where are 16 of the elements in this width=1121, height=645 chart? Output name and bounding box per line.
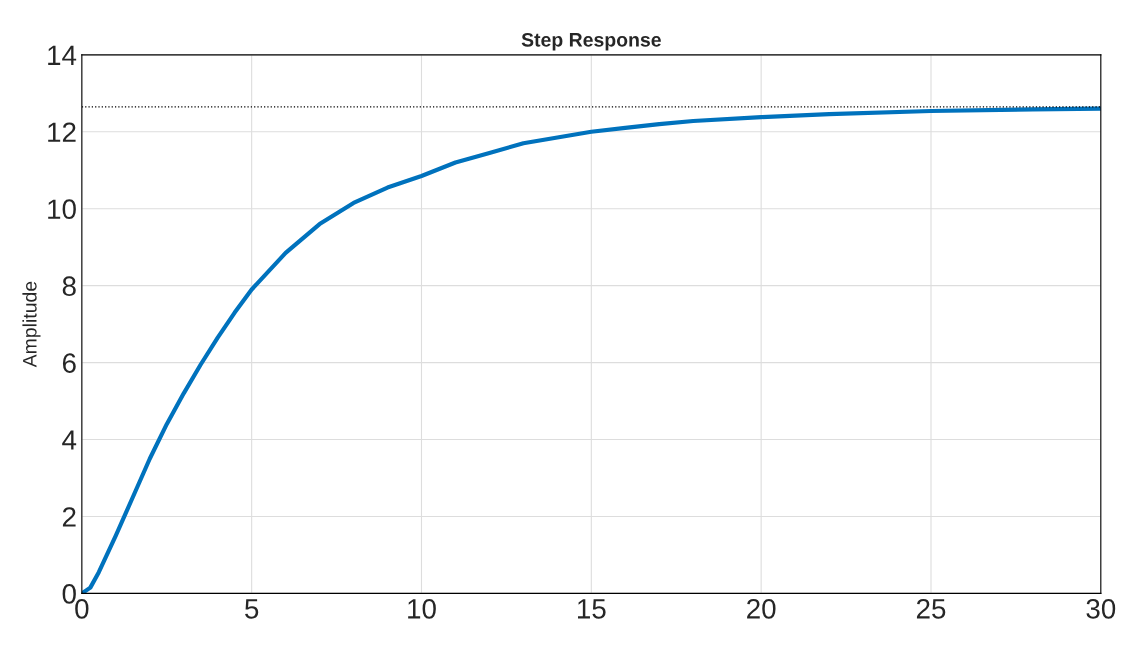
x-tick-label: 25 bbox=[916, 598, 946, 619]
y-tick-label: 14 bbox=[48, 45, 77, 65]
y-tick-label: 12 bbox=[48, 122, 76, 142]
x-tick-label: 30 bbox=[1086, 598, 1116, 619]
y-tick-label: 4 bbox=[62, 430, 77, 450]
x-tick-label: 20 bbox=[747, 598, 776, 619]
y-tick-label: 8 bbox=[62, 276, 76, 296]
x-tick-label: 5 bbox=[245, 599, 259, 619]
chart-title: Step Response bbox=[521, 32, 661, 51]
y-tick-label: 10 bbox=[48, 199, 76, 220]
y-tick-label: 6 bbox=[62, 353, 76, 373]
y-tick-label: 0 bbox=[62, 584, 76, 604]
y-axis-title: Amplitude bbox=[22, 281, 41, 368]
y-tick-label: 2 bbox=[62, 507, 76, 527]
x-tick-label: 15 bbox=[578, 599, 606, 619]
x-tick-label: 10 bbox=[408, 598, 436, 619]
